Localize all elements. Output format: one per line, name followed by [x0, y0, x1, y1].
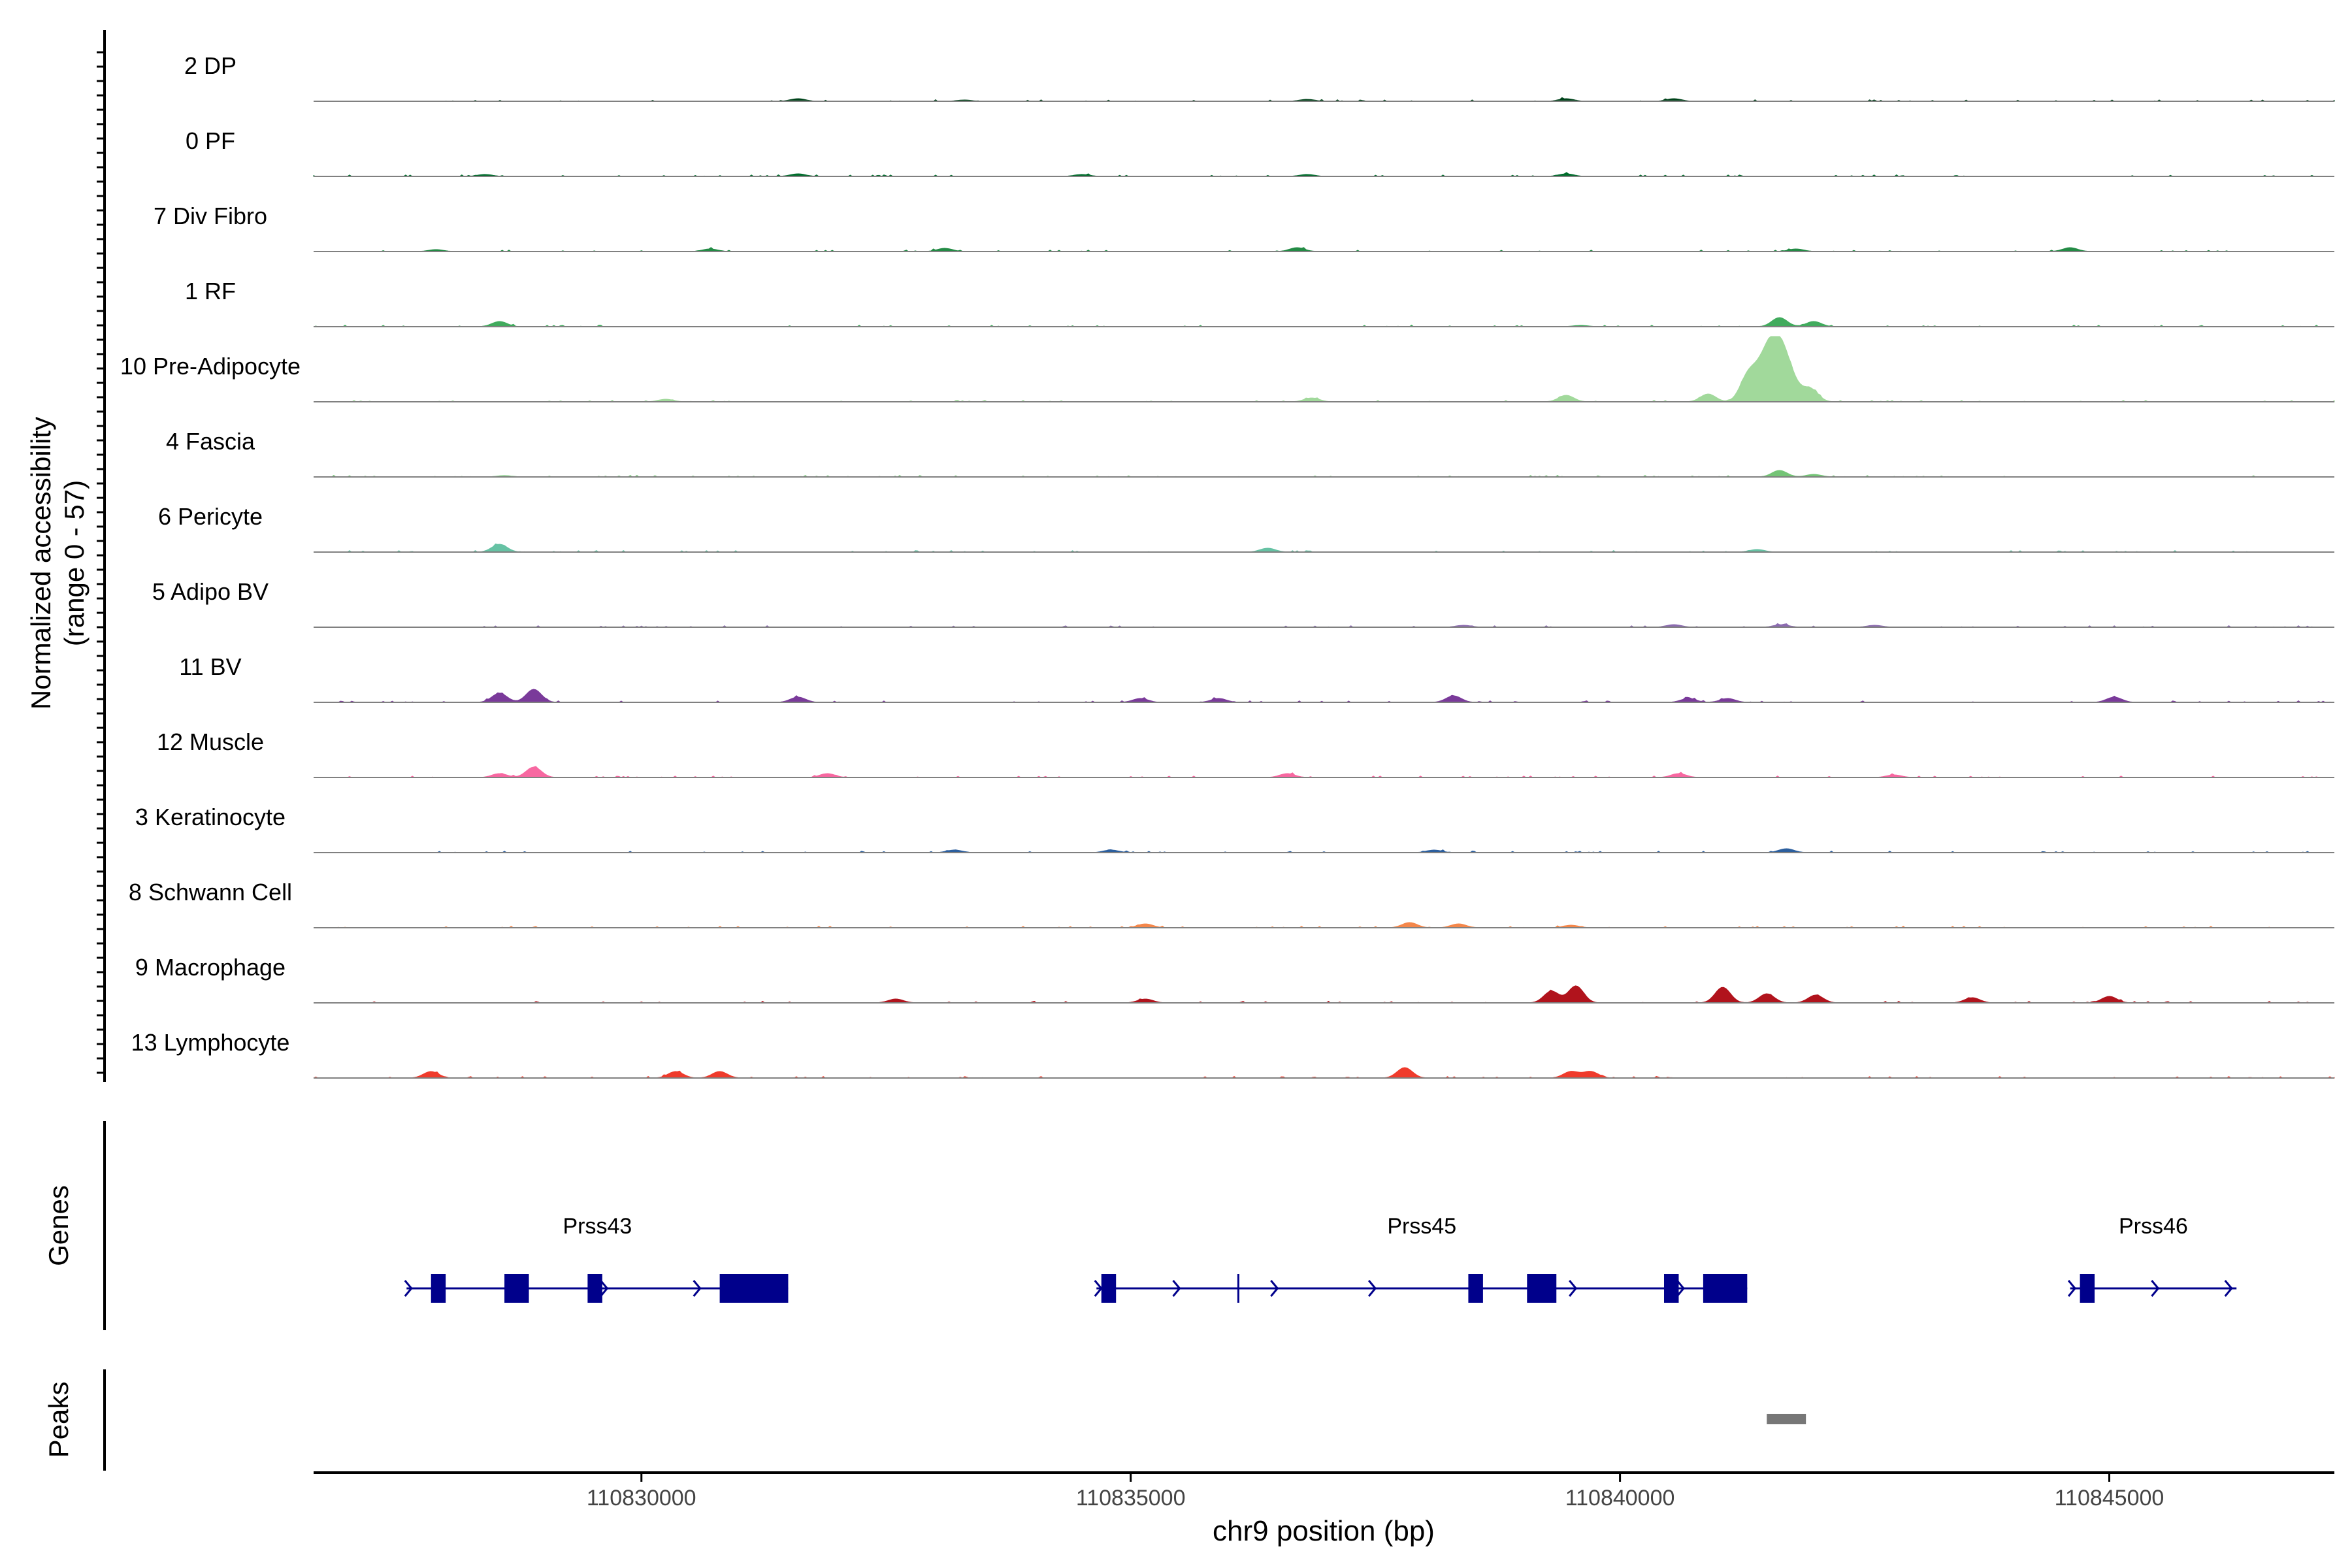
track-13-lymphocyte: 13 Lymphocyte [131, 1029, 2335, 1079]
strand-arrow [1172, 1280, 1181, 1297]
strand-arrow [1569, 1280, 1578, 1297]
x-axis-title: chr9 position (bp) [1213, 1515, 1435, 1547]
track-9-macrophage: 9 Macrophage [135, 954, 2334, 1004]
track-label: 8 Schwann Cell [129, 879, 292, 906]
track-2-dp: 2 DP [184, 52, 2335, 102]
gene-prss45: Prss45 [1094, 1214, 1748, 1303]
track-3-keratinocyte: 3 Keratinocyte [135, 804, 2334, 853]
exon [431, 1274, 446, 1303]
x-axis-ticks: 110830000 110835000 110840000 110845000 [587, 1473, 2164, 1511]
strand-arrow [1270, 1280, 1279, 1297]
track-7-div-fibro: 7 Div Fibro [154, 203, 2334, 252]
track-label: 12 Muscle [157, 728, 264, 755]
track-label: 6 Pericyte [158, 503, 263, 530]
genes-panel: Genes Prss43 Prss45 Prss46 [43, 1121, 2237, 1330]
track-10-pre-adipocyte: 10 Pre-Adipocyte [120, 336, 2335, 402]
track-4-fascia: 4 Fascia [166, 428, 2334, 478]
gene-models: Prss43 Prss45 Prss46 [404, 1214, 2237, 1303]
y-axis-title-line1: Normalized accessibility [25, 417, 56, 710]
coverage-area [314, 689, 2334, 703]
exon [719, 1274, 789, 1303]
track-label: 1 RF [185, 278, 236, 304]
track-1-rf: 1 RF [185, 278, 2334, 327]
exon [1468, 1274, 1483, 1303]
genes-panel-label: Genes [43, 1185, 74, 1266]
track-label: 4 Fascia [166, 428, 255, 455]
track-label: 7 Div Fibro [154, 203, 267, 229]
gene-label: Prss46 [2119, 1214, 2188, 1239]
coverage-y-ticks [97, 51, 105, 1074]
peaks-panel: Peaks [43, 1369, 1806, 1471]
track-8-schwann-cell: 8 Schwann Cell [129, 879, 2334, 928]
x-axis-tick-label: 110835000 [1076, 1486, 1186, 1511]
coverage-area [314, 922, 2334, 928]
y-axis-title-line2: (range 0 - 57) [59, 480, 90, 646]
exon [587, 1274, 602, 1303]
peak-region [1767, 1414, 1806, 1424]
exon [1703, 1274, 1748, 1303]
track-12-muscle: 12 Muscle [157, 728, 2334, 778]
track-label: 0 PF [186, 127, 235, 154]
track-label: 3 Keratinocyte [135, 804, 286, 830]
x-axis: 110830000 110835000 110840000 110845000 chr… [314, 1471, 2334, 1547]
strand-arrow [404, 1280, 413, 1297]
coverage-area [313, 317, 2334, 327]
x-axis-tick-label: 110830000 [587, 1486, 696, 1511]
exon [2080, 1274, 2095, 1303]
x-axis-tick-label: 110840000 [1565, 1486, 1675, 1511]
track-label: 13 Lymphocyte [131, 1029, 290, 1056]
strand-arrow [1676, 1280, 1685, 1297]
x-axis-tick-label: 110845000 [2055, 1486, 2164, 1511]
track-6-pericyte: 6 Pericyte [158, 503, 2334, 553]
track-label: 10 Pre-Adipocyte [120, 353, 301, 380]
track-label: 11 BV [179, 653, 241, 680]
track-5-adipo-bv: 5 Adipo BV [152, 578, 2334, 628]
gene-label: Prss45 [1387, 1214, 1456, 1239]
coverage-area [314, 336, 2335, 402]
track-0-pf: 0 PF [186, 127, 2334, 177]
peak-regions [1767, 1414, 1806, 1424]
peaks-panel-label: Peaks [43, 1382, 74, 1458]
strand-arrow [1367, 1280, 1377, 1297]
coverage-y-axis [97, 30, 106, 1082]
gene-prss46: Prss46 [2067, 1214, 2237, 1303]
exon [504, 1274, 529, 1303]
coverage-area [314, 766, 2334, 778]
track-label: 2 DP [184, 52, 237, 79]
track-11-bv: 11 BV [179, 653, 2334, 703]
coverage-area [314, 985, 2334, 1004]
coverage-area [314, 470, 2334, 478]
strand-arrow [2224, 1280, 2233, 1297]
coverage-area [313, 1067, 2335, 1079]
coverage-tracks: 2 DP 0 PF 7 Div Fibro 1 RF 10 Pre-Adipocyte 4… [120, 52, 2335, 1079]
exon [1101, 1274, 1117, 1303]
strand-arrow [2151, 1280, 2160, 1297]
exon [1663, 1274, 1679, 1303]
track-label: 9 Macrophage [135, 954, 286, 981]
strand-arrow [693, 1280, 702, 1297]
gene-prss43: Prss43 [404, 1214, 789, 1303]
coverage-area [314, 544, 2334, 553]
gene-label: Prss43 [563, 1214, 632, 1239]
track-label: 5 Adipo BV [152, 578, 269, 605]
strand-arrow [600, 1280, 609, 1297]
strand-arrow [2067, 1280, 2077, 1297]
exon [1527, 1274, 1557, 1303]
